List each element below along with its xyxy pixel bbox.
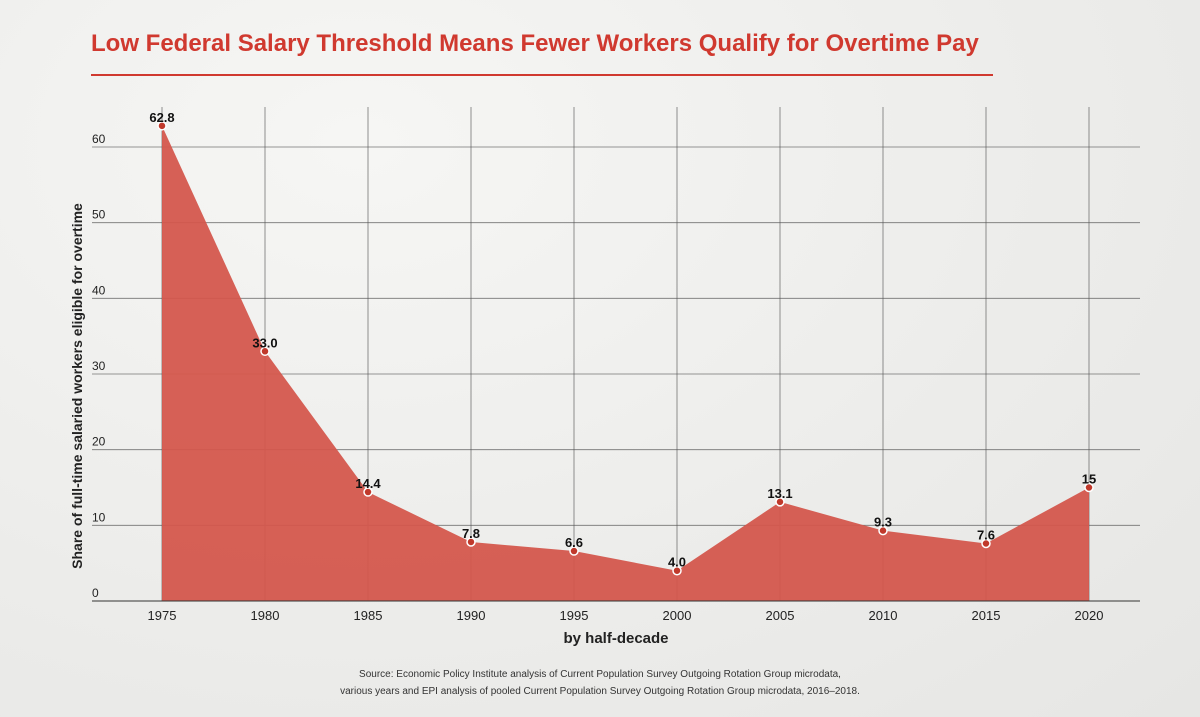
data-point [363,487,373,497]
data-point [157,121,167,131]
area-series [162,125,1089,602]
data-point [569,546,579,556]
source-note: Source: Economic Policy Institute analys… [330,666,870,700]
chart-title: Low Federal Salary Threshold Means Fewer… [91,30,979,57]
x-tick-label: 1990 [457,608,486,623]
x-tick-label: 1975 [148,608,177,623]
y-tick-label: 40 [92,283,106,297]
source-line-1: Source: Economic Policy Institute analys… [359,669,841,680]
data-label: 14.4 [355,476,381,491]
x-tick-label: 1980 [251,608,280,623]
y-tick-label: 20 [92,435,106,449]
x-tick-label: 2015 [972,608,1001,623]
y-tick-label: 50 [92,208,106,222]
title-underline [91,74,993,76]
x-tick-label: 1995 [560,608,589,623]
data-label: 6.6 [565,535,583,550]
data-label: 33.0 [252,335,277,350]
data-label: 4.0 [668,555,686,570]
x-tick-label: 2010 [869,608,898,623]
data-label: 9.3 [874,515,892,530]
x-tick-label: 2005 [766,608,795,623]
data-point [672,565,682,576]
data-point [466,537,476,547]
x-tick-label: 2020 [1075,608,1104,623]
data-label: 15 [1082,472,1096,487]
y-tick-label: 0 [92,586,99,600]
source-line-2: various years and EPI analysis of pooled… [340,686,860,697]
y-axis-title: Share of full-time salaried workers elig… [69,203,85,569]
data-label: 13.1 [767,486,792,501]
data-label: 7.6 [977,527,995,542]
x-tick-label: 2000 [663,608,692,623]
data-label: 7.8 [462,526,480,541]
x-axis-title: by half-decade [563,630,668,647]
x-tick-label: 1985 [354,608,383,623]
data-point [775,497,785,507]
data-point [981,538,991,549]
data-point [1084,482,1094,493]
y-tick-label: 10 [92,510,106,524]
y-tick-label: 30 [92,359,106,373]
data-point [260,346,270,357]
y-tick-label: 60 [92,132,106,146]
data-label: 62.8 [149,110,174,125]
data-point [878,525,888,536]
